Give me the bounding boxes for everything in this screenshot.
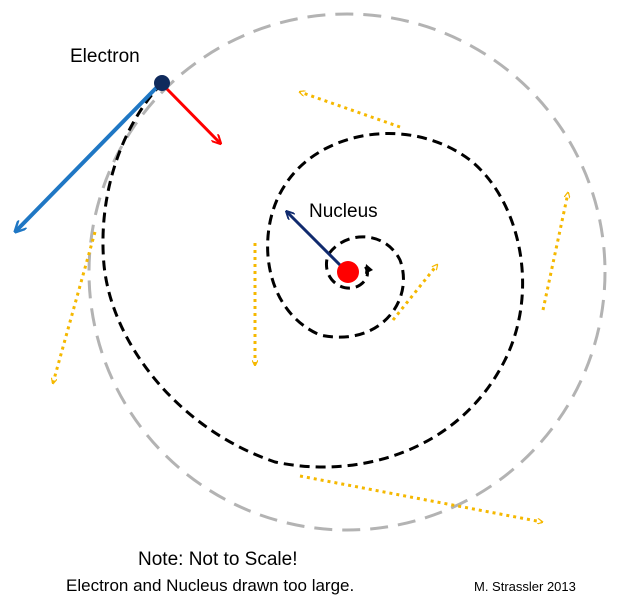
note-title: Note: Not to Scale! xyxy=(138,549,297,570)
electron-spiral-path xyxy=(101,81,524,469)
note-body: Electron and Nucleus drawn too large. xyxy=(66,576,354,595)
spiral-end-arrowhead xyxy=(365,264,373,274)
outer-orbit-circle xyxy=(87,12,607,532)
radiation-arrow-bottom xyxy=(299,474,542,522)
nucleus-dot xyxy=(337,261,359,283)
electron-velocity-arrow xyxy=(16,82,162,231)
electron-force-arrow xyxy=(164,86,220,143)
radiation-arrow-left xyxy=(53,231,97,383)
nucleus-label: Nucleus xyxy=(309,201,378,222)
radiation-arrows xyxy=(53,92,568,522)
radiation-arrow-right xyxy=(541,193,568,311)
credit-label: M. Strassler 2013 xyxy=(474,579,576,594)
electron-dot xyxy=(154,75,170,91)
radiation-arrow-top xyxy=(300,92,401,129)
nucleus-arrow xyxy=(287,212,345,270)
electron-label: Electron xyxy=(70,46,140,67)
radiation-arrow-center-right xyxy=(391,265,437,321)
